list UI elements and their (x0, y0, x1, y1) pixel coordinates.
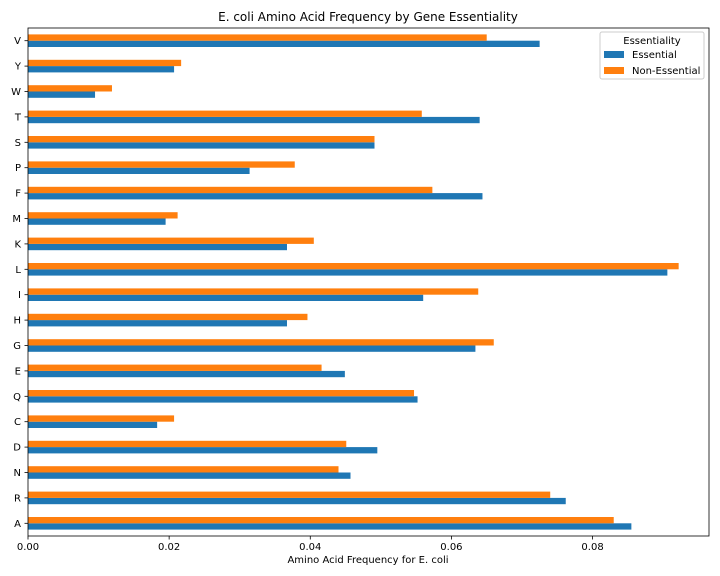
chart-title: E. coli Amino Acid Frequency by Gene Ess… (218, 10, 518, 24)
y-tick-label-E: E (15, 366, 21, 377)
bars-group (28, 34, 679, 530)
bar-essential-E (28, 370, 345, 378)
x-axis-label: Amino Acid Frequency for E. coli (287, 555, 448, 566)
legend-swatch-essential (604, 51, 624, 58)
legend: Essentiality Essential Non-Essential (599, 31, 705, 80)
y-tick-label-C: C (14, 417, 21, 428)
bar-non-essential-Q (28, 390, 415, 397)
bar-essential-I (28, 294, 424, 301)
y-tick-label-G: G (13, 341, 21, 352)
bar-essential-D (28, 447, 378, 454)
y-tick-label-Y: Y (14, 62, 22, 73)
legend-box (599, 31, 705, 80)
plot-frame (27, 27, 710, 537)
y-tick-label-F: F (15, 189, 21, 200)
bar-non-essential-S (28, 136, 375, 143)
bar-essential-R (28, 497, 566, 505)
bar-essential-Y (28, 66, 175, 73)
bar-non-essential-N (28, 466, 339, 473)
y-axis: A R N D C Q E G H I L K M F P S T W Y V (11, 36, 28, 530)
bar-essential-A (28, 523, 632, 530)
bar-essential-S (28, 142, 375, 149)
bar-essential-K (28, 243, 287, 251)
bar-non-essential-L (28, 263, 679, 270)
bar-essential-P (28, 167, 250, 174)
bar-essential-H (28, 320, 287, 327)
bar-essential-Q (28, 396, 418, 403)
bar-non-essential-P (28, 161, 295, 168)
y-tick-label-V: V (14, 36, 21, 47)
y-tick-label-W: W (11, 87, 21, 98)
bar-essential-M (28, 218, 166, 225)
y-tick-label-M: M (12, 214, 21, 225)
x-tick-label: 0.02 (158, 542, 180, 553)
legend-label-non-essential: Non-Essential (632, 66, 700, 77)
x-tick-label: 0.00 (17, 542, 39, 553)
y-tick-label-I: I (18, 290, 21, 301)
y-tick-label-H: H (13, 316, 21, 327)
bar-non-essential-F (28, 186, 433, 194)
y-tick-label-A: A (14, 519, 21, 530)
bar-essential-G (28, 345, 476, 352)
bar-essential-T (28, 116, 480, 124)
y-tick-label-K: K (14, 239, 21, 250)
bar-essential-L (28, 269, 668, 276)
bar-essential-F (28, 193, 483, 200)
y-tick-label-P: P (15, 163, 21, 174)
y-tick-label-Q: Q (13, 392, 21, 403)
bar-non-essential-I (28, 288, 479, 295)
bar-essential-N (28, 472, 351, 479)
bar-non-essential-C (28, 415, 175, 422)
bar-non-essential-K (28, 237, 314, 244)
bar-non-essential-E (28, 364, 322, 371)
x-tick-label: 0.04 (299, 542, 321, 553)
bar-non-essential-V (28, 34, 487, 41)
x-axis: 0.00 0.02 0.04 0.06 0.08 (17, 536, 604, 553)
y-tick-label-S: S (15, 138, 21, 149)
y-tick-label-N: N (14, 468, 21, 479)
y-tick-label-L: L (15, 265, 21, 276)
legend-label-essential: Essential (632, 50, 677, 61)
bar-non-essential-W (28, 85, 112, 92)
y-tick-label-T: T (14, 112, 22, 123)
bar-non-essential-H (28, 313, 308, 321)
legend-title: Essentiality (623, 36, 681, 47)
bar-non-essential-M (28, 212, 178, 219)
bar-non-essential-Y (28, 59, 182, 67)
bar-non-essential-R (28, 491, 551, 498)
bar-non-essential-D (28, 440, 347, 448)
bar-essential-C (28, 421, 158, 428)
bar-non-essential-T (28, 110, 422, 117)
y-tick-label-R: R (14, 493, 21, 504)
bar-non-essential-A (28, 517, 614, 524)
bar-essential-V (28, 40, 540, 47)
y-tick-label-D: D (13, 443, 21, 454)
bar-essential-W (28, 91, 96, 98)
x-tick-label: 0.08 (581, 542, 603, 553)
x-tick-label: 0.06 (440, 542, 462, 553)
bar-non-essential-G (28, 339, 494, 346)
legend-swatch-non-essential (604, 67, 624, 74)
